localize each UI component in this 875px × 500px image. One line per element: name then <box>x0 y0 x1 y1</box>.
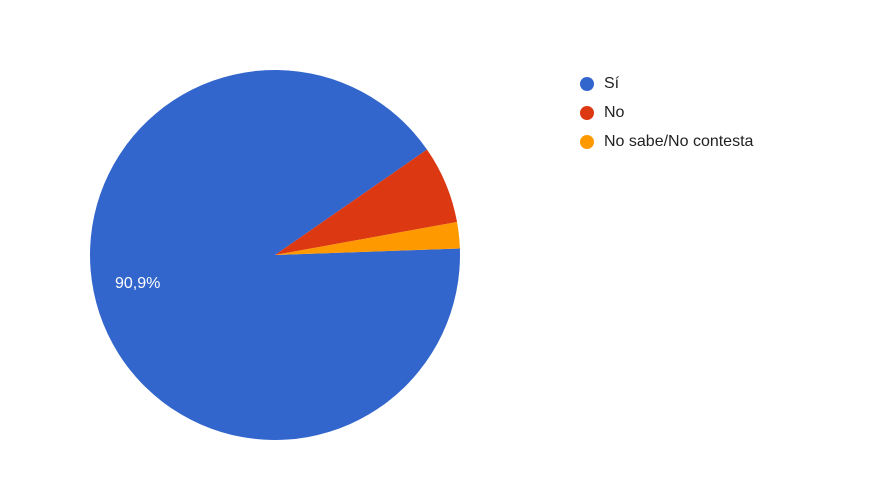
legend-swatch-nsnc <box>580 135 594 149</box>
legend-label-nsnc: No sabe/No contesta <box>604 133 753 151</box>
chart-container: Sí No No sabe/No contesta 90,9% <box>0 0 875 500</box>
legend: Sí No No sabe/No contesta <box>580 75 753 162</box>
legend-item-no: No <box>580 104 753 122</box>
pie-chart <box>90 70 460 440</box>
pie-slice-si <box>90 70 460 440</box>
slice-label-si: 90,9% <box>115 275 160 293</box>
legend-label-no: No <box>604 104 624 122</box>
legend-swatch-no <box>580 106 594 120</box>
legend-label-si: Sí <box>604 75 619 93</box>
legend-item-nsnc: No sabe/No contesta <box>580 133 753 151</box>
legend-item-si: Sí <box>580 75 753 93</box>
legend-swatch-si <box>580 77 594 91</box>
